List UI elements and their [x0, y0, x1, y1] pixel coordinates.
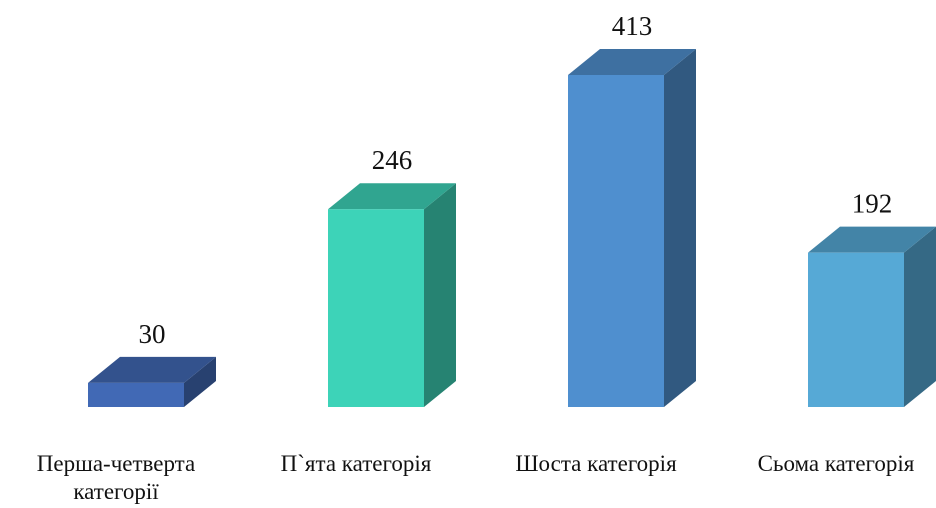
- bar-side: [424, 183, 456, 407]
- bar-top: [328, 183, 456, 210]
- x-tick-label: П`ята категорія: [280, 451, 432, 476]
- bar: [88, 382, 184, 407]
- bar: [328, 209, 424, 407]
- value-label: 30: [139, 319, 166, 349]
- bar: [808, 252, 904, 407]
- bar-side: [664, 49, 696, 407]
- value-label: 246: [372, 145, 413, 175]
- value-label: 413: [612, 11, 653, 41]
- bar: [568, 75, 664, 407]
- bar-top: [88, 356, 216, 383]
- x-tick-label: Шоста категорія: [515, 451, 677, 476]
- x-tick-label: Перша-четверта категорії: [36, 451, 196, 504]
- bar-side: [904, 226, 936, 407]
- bar-top: [808, 226, 936, 253]
- value-label: 192: [852, 189, 893, 219]
- x-tick-label: Сьома категорія: [757, 451, 915, 476]
- bar-side: [184, 356, 216, 407]
- bar-top: [568, 49, 696, 75]
